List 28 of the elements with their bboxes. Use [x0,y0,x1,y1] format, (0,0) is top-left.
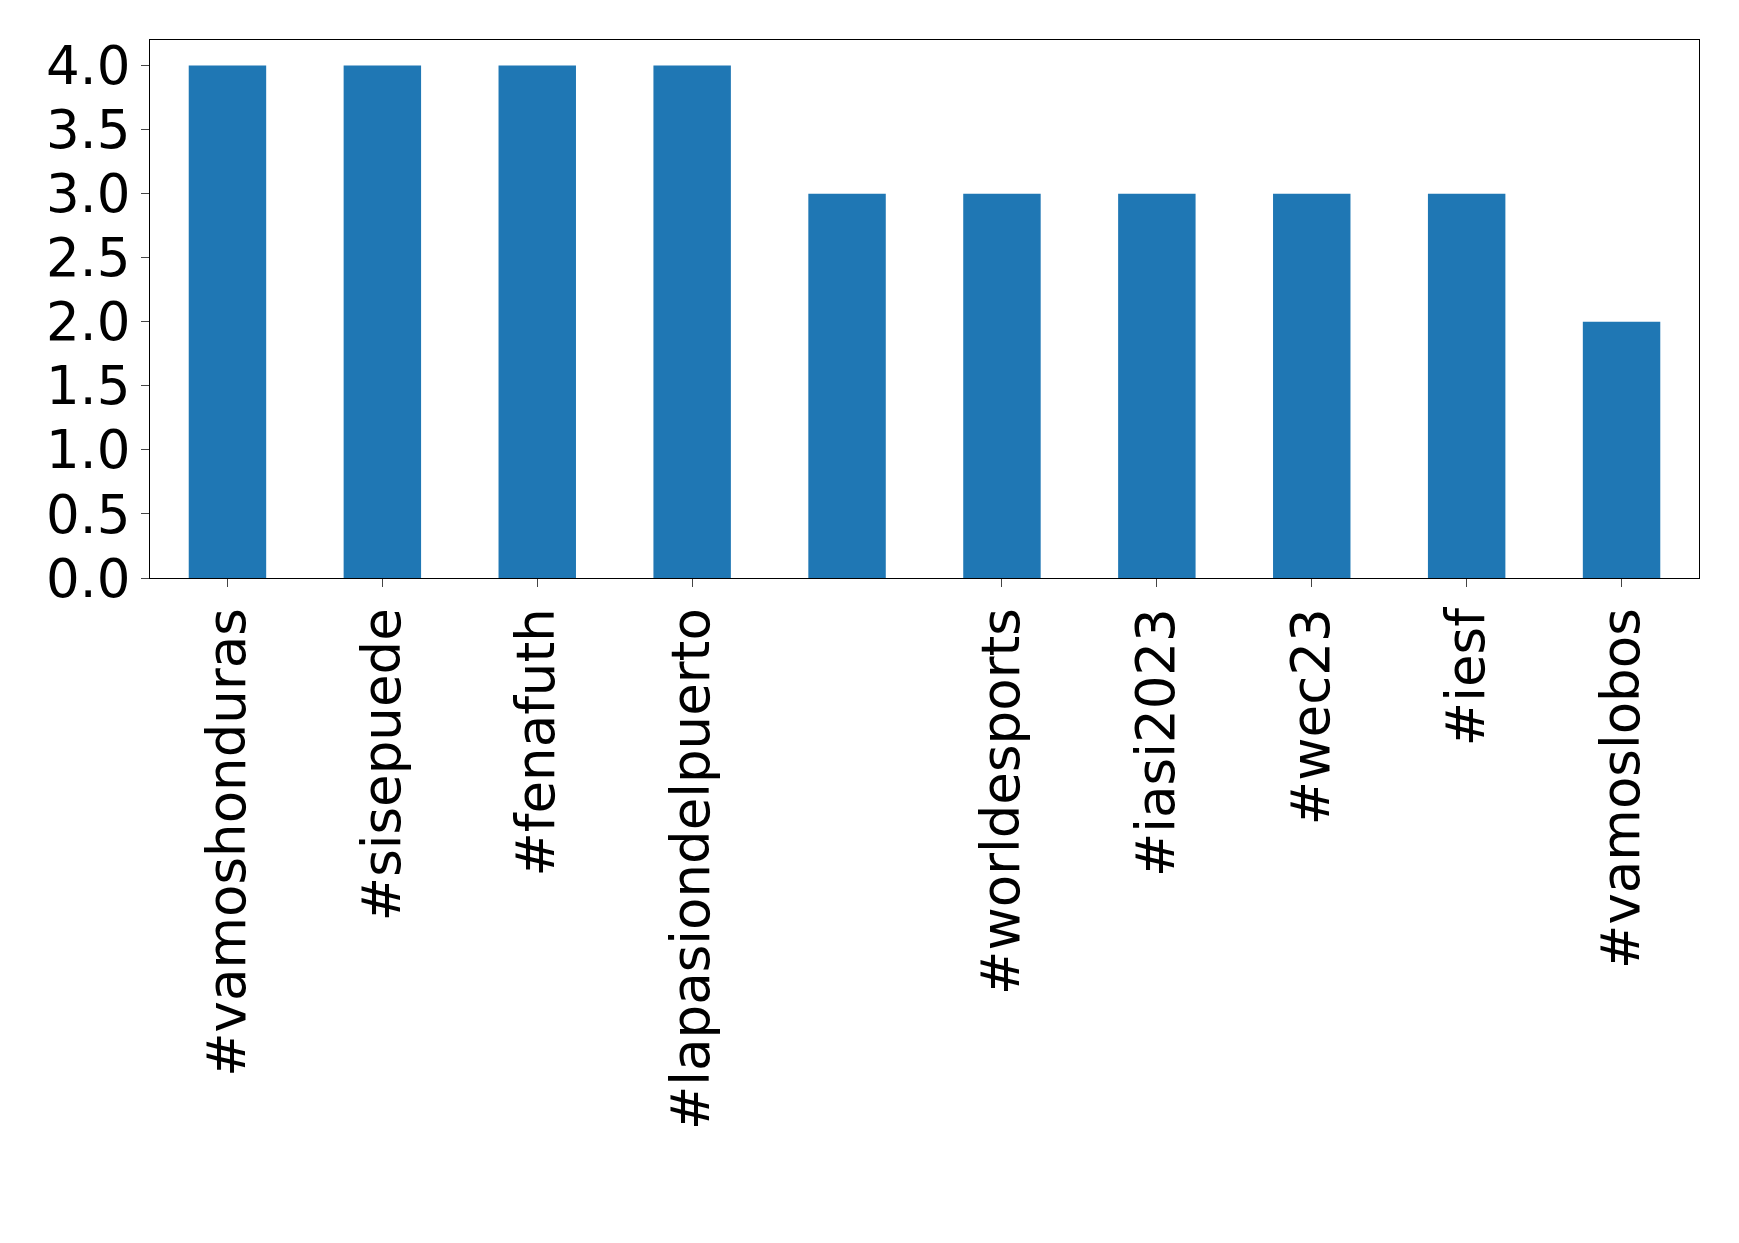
bar [1582,321,1661,578]
x-tick-label: #lapasiondelpuerto [660,608,722,1131]
bar [1273,193,1351,578]
bar [498,65,576,578]
y-tick-label: 3.0 [46,163,131,225]
y-tick-label: 2.0 [46,291,131,353]
x-tick-label: #worldesports [970,608,1032,996]
x-tick-label: #vamoslobos [1589,608,1651,969]
y-tick-label: 0.0 [46,547,131,609]
bar [653,65,731,578]
bar [1118,193,1196,578]
y-tick-label: 4.0 [46,35,131,97]
bar [343,65,422,578]
x-tick-label: #iesf [1434,606,1496,747]
x-tick-label: #sisepuede [350,608,412,922]
x-tick-label: #wec23 [1279,608,1341,826]
bar [963,193,1041,578]
y-tick-label: 2.5 [46,227,131,289]
x-tick-label: #fenafuth [505,608,567,877]
bar [808,193,886,578]
x-tick-label: #vamoshonduras [195,608,257,1077]
y-tick-label: 1.0 [46,419,131,481]
y-tick-label: 1.5 [46,355,131,417]
y-tick-label: 0.5 [46,483,131,545]
bar [1427,193,1506,578]
y-tick-label: 3.5 [46,99,131,161]
x-tick-label: #iasi2023 [1125,608,1187,878]
bar [188,65,267,578]
